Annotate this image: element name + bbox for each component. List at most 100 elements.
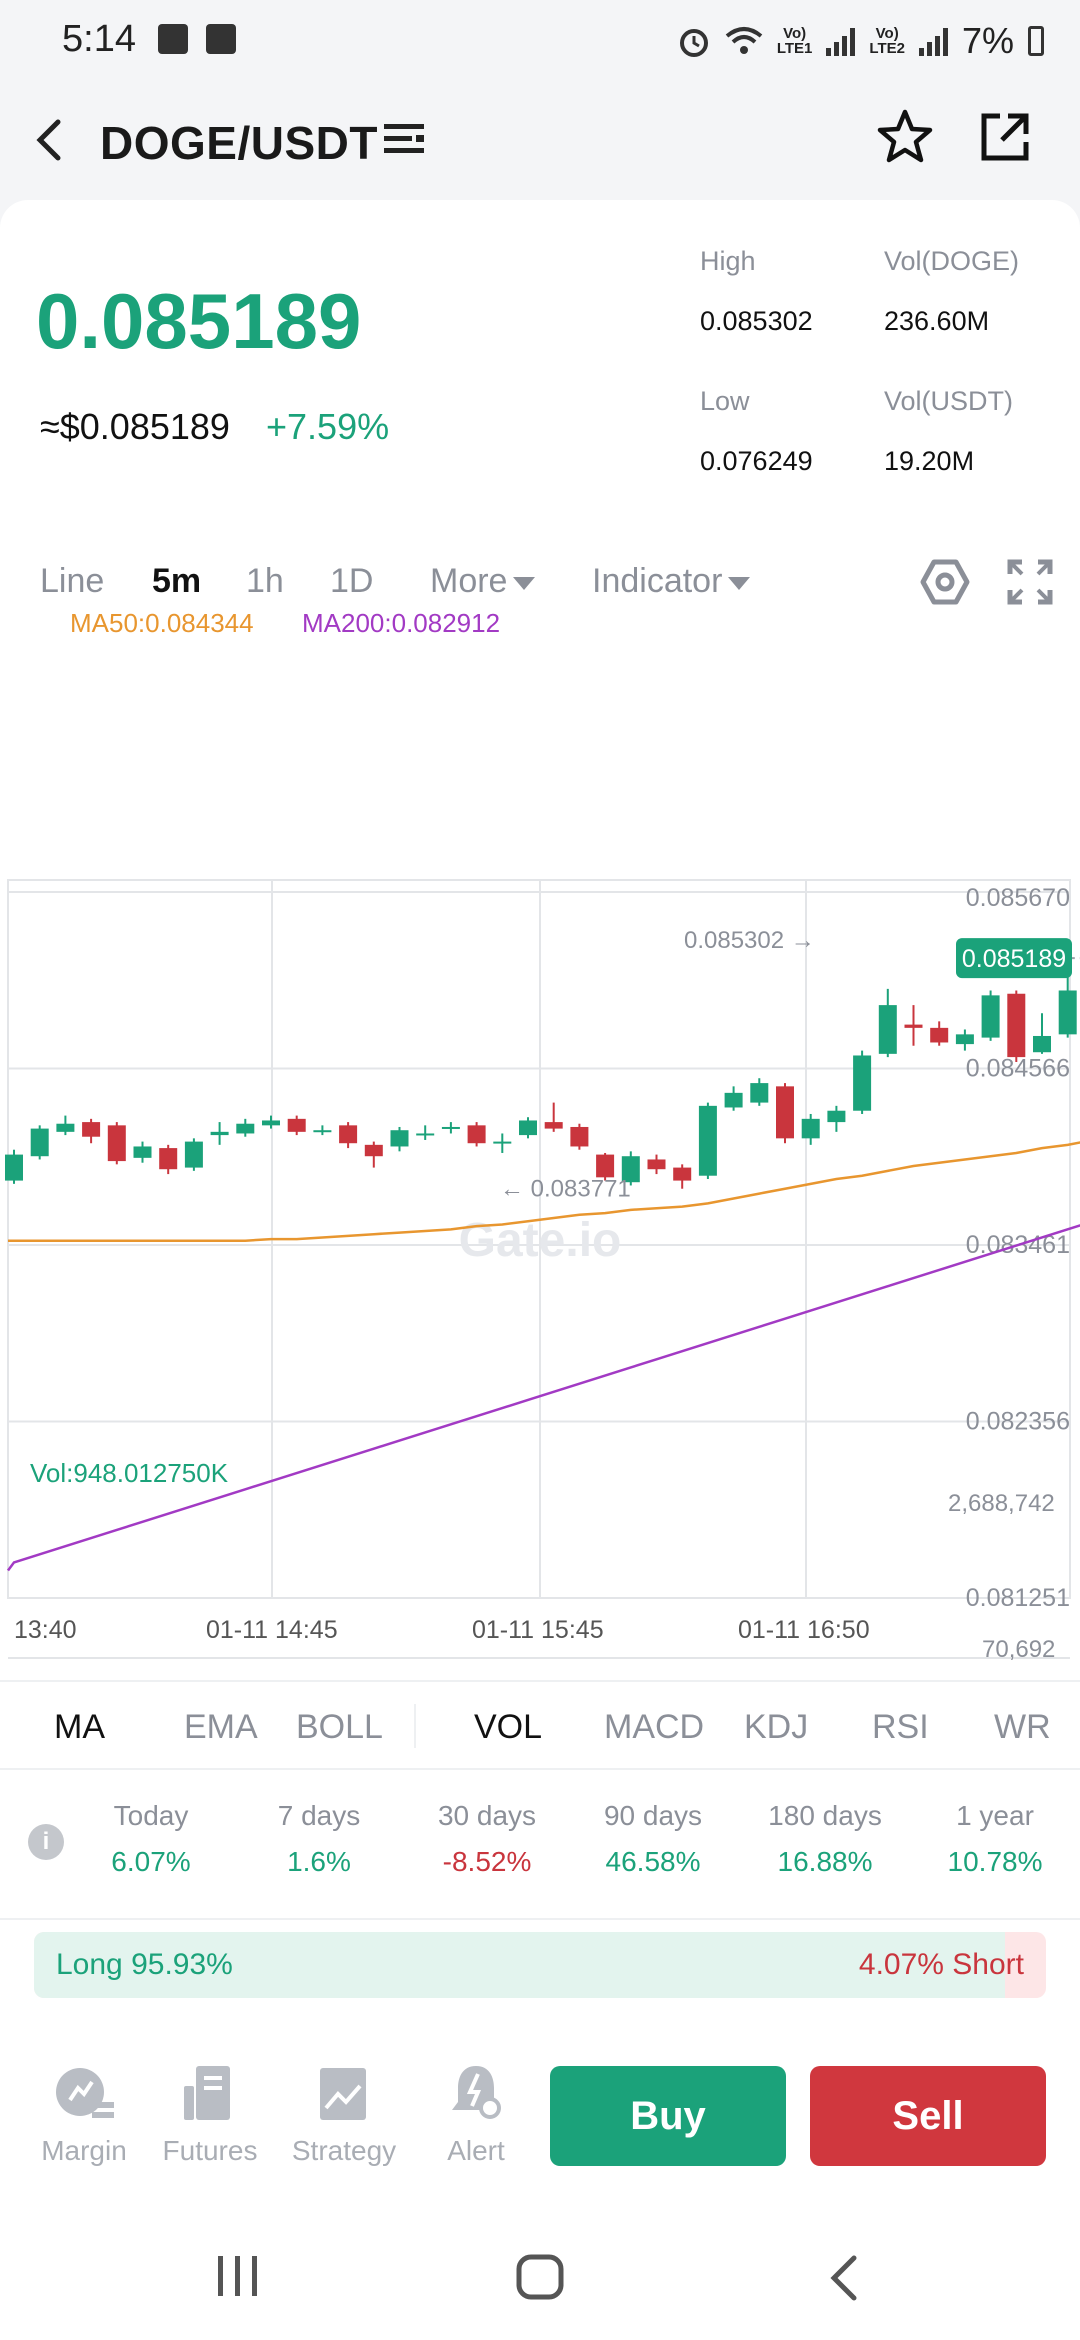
tab-1d[interactable]: 1D: [330, 562, 374, 600]
timeframe-row: Line 5m 1h 1D More Indicator: [0, 536, 1080, 624]
low-label: Low: [700, 386, 750, 416]
price-change: +7.59%: [266, 406, 390, 447]
perf-180d: 180 days 16.88%: [768, 1800, 882, 1877]
tab-macd[interactable]: MACD: [604, 1708, 705, 1746]
pair-title[interactable]: DOGE/USDT: [100, 117, 378, 169]
share-icon[interactable]: [978, 110, 1032, 164]
market-card: 0.085189 ≈$0.085189 +7.59% High 0.085302…: [0, 200, 1080, 2030]
tab-boll[interactable]: BOLL: [296, 1708, 383, 1746]
info-icon[interactable]: i: [28, 1824, 64, 1860]
home-icon[interactable]: [516, 2254, 564, 2300]
candle-body: [210, 1131, 229, 1136]
tab-ema[interactable]: EMA: [184, 1708, 258, 1746]
buy-button[interactable]: Buy: [550, 2066, 786, 2166]
watermark: Gate.io: [459, 1214, 622, 1267]
candle: [596, 1152, 615, 1181]
candle-body: [262, 1120, 280, 1126]
candle-body: [313, 1130, 332, 1133]
candle-body: [467, 1125, 486, 1144]
strategy-icon: [320, 2068, 366, 2120]
perf-1y: 1 year 10.78%: [947, 1800, 1043, 1877]
candle: [827, 1105, 846, 1132]
ma200-legend: MA200:0.082912: [302, 608, 501, 638]
recent-apps-icon[interactable]: [216, 2256, 260, 2296]
tab-line[interactable]: Line: [40, 562, 105, 600]
tab-ma[interactable]: MA: [54, 1708, 105, 1746]
candle: [673, 1164, 692, 1189]
y-tick-label: 0.082356: [966, 1408, 1070, 1436]
candle: [955, 1029, 974, 1051]
candle: [236, 1118, 255, 1137]
chart-settings-icon[interactable]: [920, 558, 970, 606]
tab-5m[interactable]: 5m: [152, 562, 202, 600]
y-tick-label: 0.085670: [966, 884, 1070, 912]
tab-1h[interactable]: 1h: [246, 562, 284, 600]
y-tick-label: 0.081251: [966, 1584, 1070, 1612]
tab-vol[interactable]: VOL: [474, 1708, 543, 1746]
candle-body: [750, 1083, 769, 1103]
sim1-label: Vo) LTE1: [776, 25, 813, 57]
wifi-icon: [725, 27, 763, 54]
candle-body: [1033, 1035, 1051, 1053]
candle: [313, 1125, 332, 1136]
x-tick-label: 01-11 15:45: [472, 1616, 604, 1644]
back-arrow-icon[interactable]: [28, 116, 72, 164]
indicator-label: Indicator: [592, 562, 723, 600]
strategy-button[interactable]: Strategy: [284, 2062, 404, 2167]
battery-icon: [1028, 26, 1044, 56]
candle: [878, 988, 897, 1058]
vol-doge-label: Vol(DOGE): [884, 246, 1020, 276]
system-nav-bar: [0, 2210, 1080, 2340]
candle: [801, 1113, 820, 1145]
low-marker-label: ← 0.083771: [500, 1176, 631, 1203]
price-usd: ≈$0.085189: [40, 406, 230, 447]
action-bar: Margin Futures Strategy Alert Buy Sell: [0, 2030, 1080, 2210]
futures-button[interactable]: Futures: [150, 2062, 270, 2167]
x-tick-label: 01-11 16:50: [738, 1616, 870, 1644]
candle-body: [416, 1133, 435, 1136]
pair-list-icon[interactable]: [384, 122, 424, 156]
candle-body: [801, 1118, 820, 1139]
y-tick-label: 0.084566: [966, 1055, 1070, 1083]
candle-body: [878, 1005, 897, 1054]
fullscreen-icon[interactable]: [1006, 558, 1054, 606]
candle: [82, 1118, 101, 1144]
checkbox-notification-icon: [158, 24, 188, 54]
candle: [981, 990, 1000, 1041]
candle: [364, 1141, 383, 1168]
long-short-ratio-bar: Long 95.93% 4.07% Short: [34, 1932, 1046, 1998]
price-chart[interactable]: Gate.io 0.0856700.0845660.0834610.082356…: [0, 670, 1080, 1680]
margin-button[interactable]: Margin: [24, 2062, 144, 2167]
more-dropdown[interactable]: More: [430, 562, 536, 601]
sell-button[interactable]: Sell: [810, 2066, 1046, 2166]
candle-body: [724, 1092, 743, 1108]
candle: [1007, 990, 1026, 1062]
performance-row: i Today 6.07% 7 days 1.6% 30 days -8.52%…: [0, 1770, 1080, 1920]
tab-kdj[interactable]: KDJ: [744, 1708, 809, 1746]
tab-rsi[interactable]: RSI: [872, 1708, 929, 1746]
indicator-dropdown[interactable]: Indicator: [592, 562, 751, 601]
more-label: More: [430, 562, 508, 600]
candle: [287, 1115, 306, 1136]
back-nav-icon[interactable]: [826, 2254, 860, 2302]
candle-body: [159, 1148, 178, 1170]
candle: [339, 1122, 358, 1149]
status-time: 5:14: [62, 18, 136, 60]
candle: [621, 1151, 640, 1186]
candle: [904, 1005, 923, 1046]
tab-wr[interactable]: WR: [994, 1708, 1051, 1746]
candle: [159, 1144, 178, 1175]
volume-min-label: 70,692: [982, 1636, 1056, 1663]
alert-button[interactable]: Alert: [416, 2062, 536, 2167]
candle: [416, 1125, 435, 1140]
favorite-star-icon[interactable]: [876, 108, 934, 166]
futures-icon: [184, 2066, 230, 2120]
candle: [750, 1078, 769, 1106]
x-tick-label: 01-11 14:45: [206, 1616, 338, 1644]
candle-body: [981, 995, 1000, 1038]
candle-body: [904, 1024, 923, 1028]
candle-body: [519, 1120, 537, 1136]
candle-body: [287, 1118, 306, 1132]
last-price: 0.085189: [36, 277, 362, 365]
ma50-line: [8, 1141, 1080, 1242]
